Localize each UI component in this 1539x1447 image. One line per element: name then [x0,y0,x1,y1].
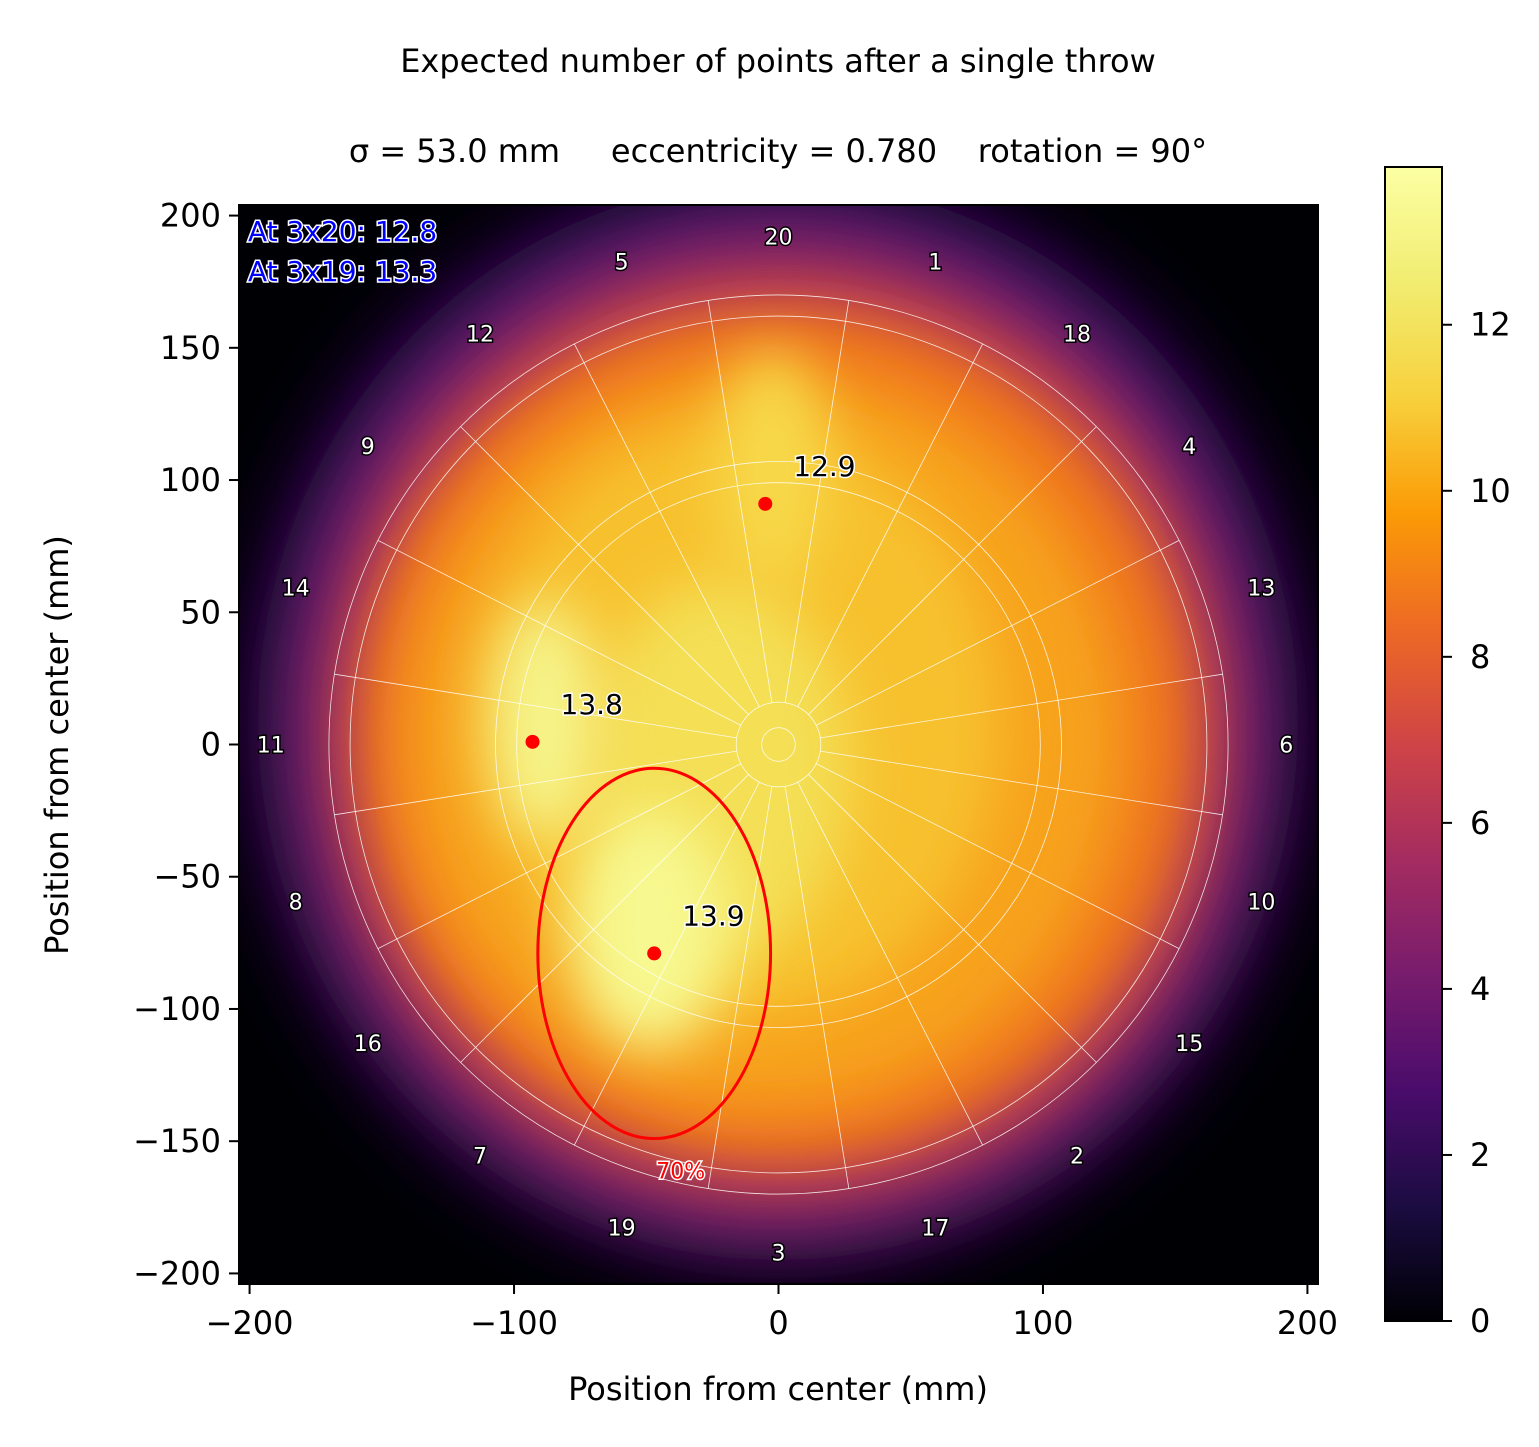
board-wire-0 [784,300,850,703]
dartboard-numbers: 20 1 18 4 13 6 10 15 2 17 3 19 7 16 8 11 14 9 12 5 [255,224,1295,1268]
board-number-13: 13 [1247,577,1275,602]
board-number-10: 10 [1247,890,1275,915]
board-wire-3 [816,540,1180,726]
board-number-4: 4 [1182,435,1196,460]
board-number-17: 17 [921,1216,949,1241]
board-number-1: 1 [928,251,942,276]
y-tick-label: 150 [160,329,221,367]
board-wire-17 [460,426,749,715]
heatmap-glow-left [490,600,600,840]
colorbar-tick-label: 2 [1470,1136,1490,1174]
board-number-11: 11 [257,734,285,759]
x-tick-label: 200 [1277,1304,1338,1342]
confidence-ellipse [536,766,773,1141]
board-wire-1 [797,343,983,707]
y-tick-label: −100 [133,990,221,1028]
chart-subtitle: σ = 53.0 mm eccentricity = 0.780 rotatio… [349,132,1207,170]
heatmap: 20 1 18 4 13 6 10 15 2 17 3 19 7 16 8 11 14 9 12 5 70% 12.9 1… [239,205,1318,1284]
colorbar: 0 2 4 6 8 10 12 [1384,166,1511,1340]
colorbar-scale [1384,166,1443,1322]
board-wire-7 [808,774,1097,1063]
board-wire-11 [574,782,760,1146]
colorbar-tick-label: 12 [1470,306,1511,344]
board-wire-12 [460,774,749,1063]
x-axis: −200 −100 0 100 200 [206,1284,1338,1342]
board-wire-16 [377,540,741,726]
board-wire-2 [808,426,1097,715]
peak-marker-0 [758,496,773,511]
y-tick-label: −200 [133,1254,221,1292]
board-number-3: 3 [772,1241,786,1266]
board-number-7: 7 [473,1144,487,1169]
board-number-9: 9 [361,435,375,460]
board-ring-5 [328,294,1229,1195]
peak-label-1: 13.8 [561,688,623,721]
board-wire-15 [334,673,737,739]
board-ring-2 [516,482,1041,1007]
board-number-12: 12 [466,323,494,348]
board-number-19: 19 [608,1216,636,1241]
board-wire-4 [820,673,1223,739]
x-tick-label: −200 [206,1304,294,1342]
board-number-15: 15 [1175,1032,1203,1057]
plot-area: 20 1 18 4 13 6 10 15 2 17 3 19 7 16 8 11 14 9 12 5 70% 12.9 1… [38,197,1338,1408]
board-wire-8 [797,782,983,1146]
x-tick-label: 0 [768,1304,788,1342]
dartboard-wires [328,294,1229,1195]
board-ring-3 [495,461,1062,1028]
board-ring-4 [349,315,1208,1174]
y-tick-label: −150 [133,1122,221,1160]
peak-marker-1 [525,734,540,749]
x-tick-label: 100 [1012,1304,1073,1342]
y-tick-label: 0 [201,726,221,764]
board-number-20: 20 [765,226,793,251]
colorbar-ticks: 0 2 4 6 8 10 12 [1442,306,1511,1340]
y-axis: 200 150 100 50 0 −50 −100 −150 −200 [133,197,239,1292]
board-number-16: 16 [354,1032,382,1057]
peak-label-2: 13.9 [682,899,744,932]
board-wire-14 [334,750,737,816]
y-tick-label: −50 [153,858,221,896]
board-number-18: 18 [1063,323,1091,348]
board-number-8: 8 [289,890,303,915]
info-text-3x19: At 3x19: 13.3 [248,255,437,288]
x-tick-label: −100 [470,1304,558,1342]
chart-overlays: 70% 12.9 13.8 13.9 [525,448,857,1186]
chart-title: Expected number of points after a single… [400,42,1156,80]
y-tick-label: 100 [160,461,221,499]
colorbar-tick-label: 4 [1470,970,1490,1008]
colorbar-tick-label: 8 [1470,638,1490,676]
board-ring-0 [761,727,796,762]
ellipse-percent-label: 70% [656,1160,705,1185]
board-number-6: 6 [1279,734,1293,759]
board-number-2: 2 [1070,1144,1084,1169]
info-text-3x20: At 3x20: 12.8 [248,215,437,248]
colorbar-tick-label: 10 [1470,472,1511,510]
board-wire-6 [816,763,1180,949]
board-wire-10 [707,786,773,1189]
peak-label-0: 12.9 [793,450,855,483]
y-axis-label: Position from center (mm) [38,535,76,955]
board-number-5: 5 [615,251,629,276]
board-number-14: 14 [282,577,310,602]
peak-marker-2 [647,946,662,961]
board-wire-5 [820,750,1223,816]
colorbar-tick-label: 6 [1470,804,1490,842]
heatmap-glow-bottom [570,810,730,1050]
board-ring-1 [735,701,822,788]
board-wire-18 [574,343,760,707]
x-axis-label: Position from center (mm) [568,1370,988,1408]
y-tick-label: 200 [160,197,221,235]
board-wire-19 [707,300,773,703]
y-tick-label: 50 [180,593,221,631]
board-wire-13 [377,763,741,949]
board-wire-9 [784,786,850,1189]
colorbar-tick-label: 0 [1470,1302,1490,1340]
